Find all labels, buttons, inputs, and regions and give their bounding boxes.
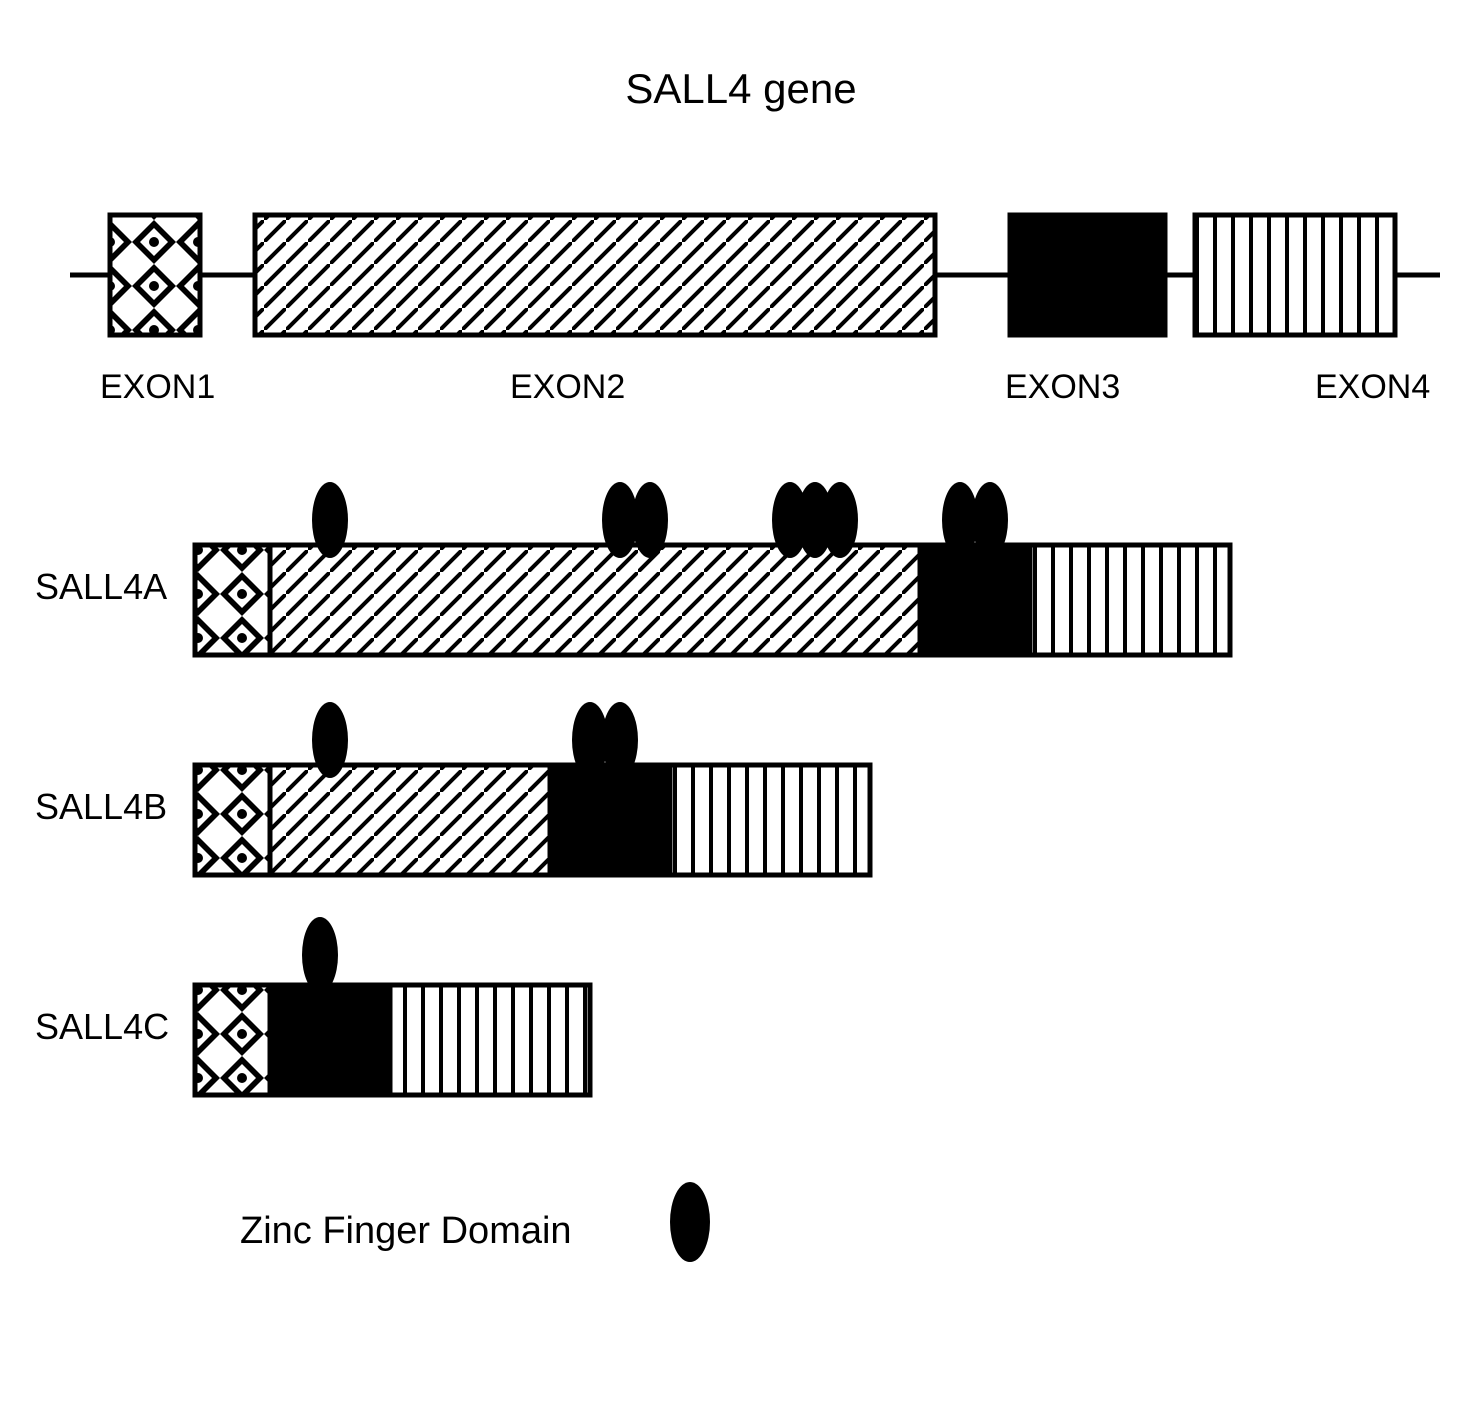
sall4a-zincfinger-3	[632, 482, 668, 558]
sall4a-segment-2	[270, 545, 920, 655]
exon-label-2: EXON2	[510, 368, 625, 407]
sall4c-zincfinger-1	[302, 917, 338, 993]
sall4b-segment-1	[195, 765, 270, 875]
exon-label-3: EXON3	[1005, 368, 1120, 407]
diagram-canvas: SALL4 gene EXON1 EXON2 EXON3 EXON4 SALL4A SA…	[0, 0, 1482, 1414]
sall4a-zincfinger-6	[822, 482, 858, 558]
isoform-label-sall4a: SALL4A	[35, 566, 167, 608]
legend-zincfinger-icon	[670, 1182, 710, 1262]
sall4b-segment-2	[270, 765, 550, 875]
sall4b-segment-4	[670, 765, 870, 875]
sall4a-zincfinger-8	[972, 482, 1008, 558]
legend-label: Zinc Finger Domain	[240, 1210, 572, 1253]
sall4c-segment-1	[195, 985, 270, 1095]
sall4a-segment-4	[1030, 545, 1230, 655]
exon-box-1	[110, 215, 200, 335]
sall4b-segment-3	[550, 765, 670, 875]
exon-label-4: EXON4	[1315, 368, 1430, 407]
isoform-label-sall4b: SALL4B	[35, 786, 167, 828]
sall4a-segment-1	[195, 545, 270, 655]
diagram-title: SALL4 gene	[0, 65, 1482, 113]
svg-layer	[0, 0, 1482, 1414]
sall4b-zincfinger-3	[602, 702, 638, 778]
sall4c-segment-2	[270, 985, 390, 1095]
sall4b-zincfinger-1	[312, 702, 348, 778]
sall4c-segment-3	[390, 985, 590, 1095]
exon-box-2	[255, 215, 935, 335]
isoform-label-sall4c: SALL4C	[35, 1006, 169, 1048]
exon-box-4	[1195, 215, 1395, 335]
sall4a-zincfinger-1	[312, 482, 348, 558]
exon-label-1: EXON1	[100, 368, 215, 407]
sall4a-segment-3	[920, 545, 1030, 655]
exon-box-3	[1010, 215, 1165, 335]
